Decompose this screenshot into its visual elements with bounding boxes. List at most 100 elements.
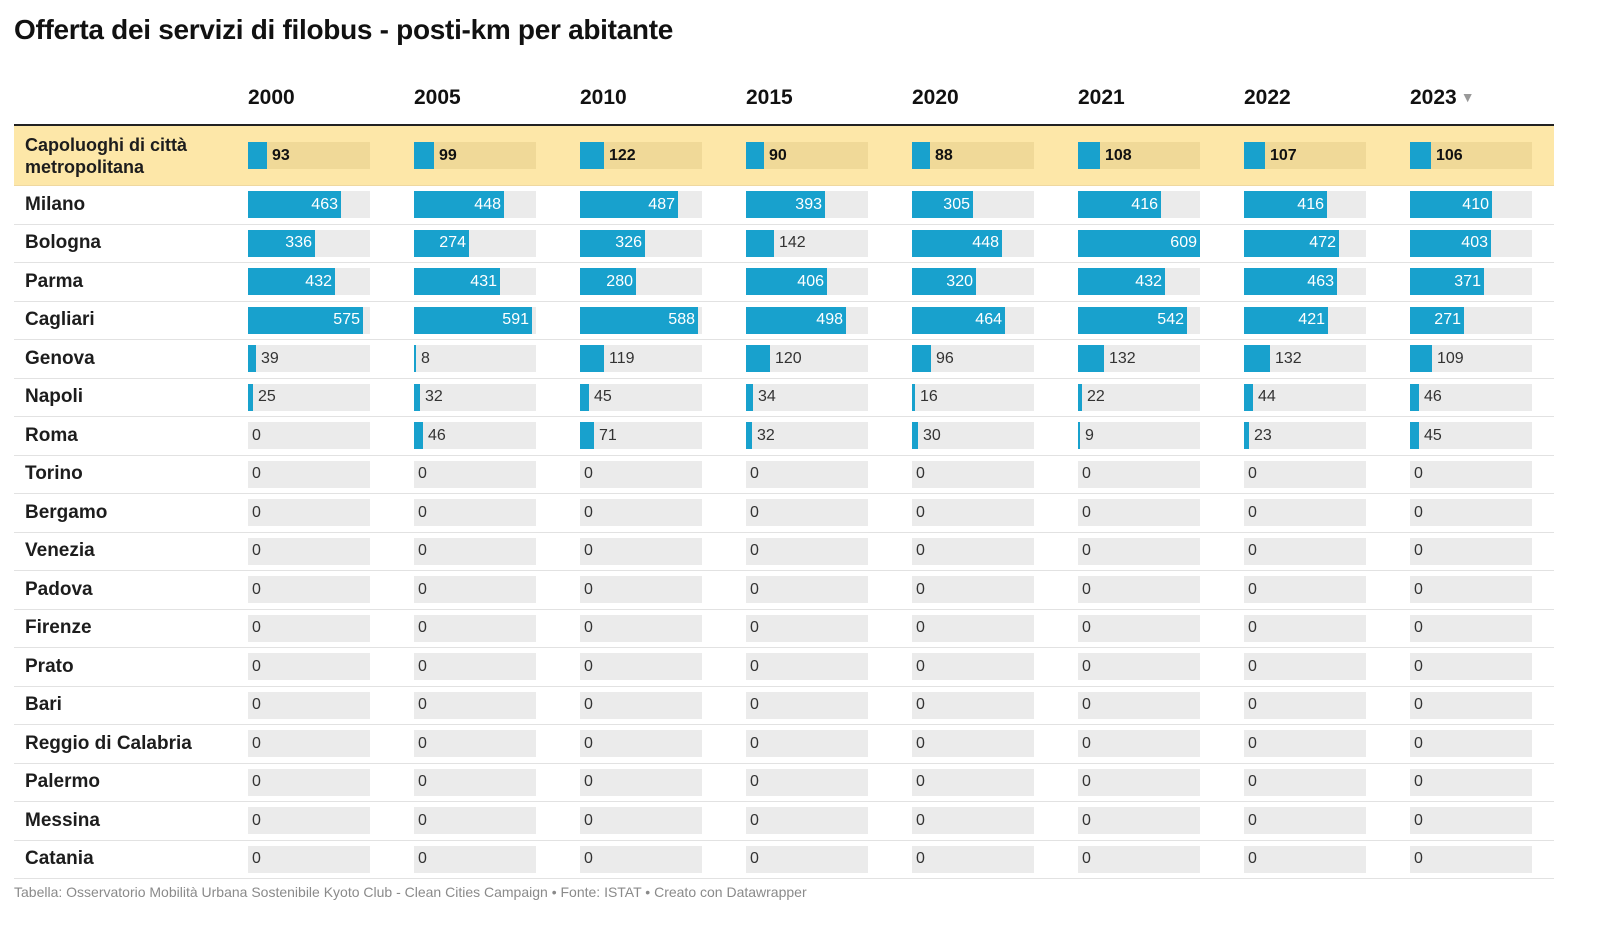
column-header-2005[interactable]: 2005 [414, 86, 461, 110]
row-label: Cagliari [25, 309, 95, 331]
bar-cell: 0 [1078, 499, 1200, 526]
bar-cell: 591 [414, 306, 536, 334]
value-label: 142 [779, 234, 806, 251]
value-label: 0 [916, 503, 925, 521]
bar [248, 229, 315, 257]
bar [248, 383, 253, 411]
row-label: Firenze [25, 617, 92, 639]
bar-cell: 16 [912, 383, 1034, 411]
bar [746, 345, 770, 372]
bar-cell: 0 [912, 730, 1034, 757]
bar-cell: 0 [1410, 845, 1532, 873]
column-header-label: 2015 [746, 86, 793, 109]
bar-cell: 0 [414, 499, 536, 526]
table-row: Messina 0 0 0 0 0 0 0 0 [14, 802, 1554, 841]
column-header-2015[interactable]: 2015 [746, 86, 793, 110]
value-label: 0 [1248, 773, 1257, 790]
sort-descending-icon[interactable]: ▼ [1460, 89, 1475, 105]
bar-cell: 0 [1078, 768, 1200, 796]
bar [580, 383, 589, 411]
bar-cell: 0 [414, 653, 536, 680]
bar [414, 229, 469, 257]
bar-cell: 0 [248, 614, 370, 642]
bar-cell: 0 [746, 537, 868, 565]
bar-cell: 575 [248, 306, 370, 334]
value-label: 45 [1424, 426, 1442, 444]
value-label: 588 [668, 311, 695, 328]
bar-cell: 44 [1244, 383, 1366, 411]
bar-cell: 0 [580, 768, 702, 796]
value-label: 421 [1298, 311, 1325, 328]
column-header-2022[interactable]: 2022 [1244, 86, 1291, 110]
bar-cell: 0 [414, 730, 536, 757]
value-label: 0 [252, 465, 261, 482]
row-label: Venezia [25, 540, 95, 562]
bar-cell: 588 [580, 306, 702, 334]
bar-cell: 99 [414, 142, 536, 169]
bar-cell: 416 [1078, 191, 1200, 218]
bar-cell: 0 [1410, 576, 1532, 603]
value-label: 93 [272, 146, 290, 164]
value-label: 0 [1414, 811, 1423, 829]
value-label: 107 [1270, 146, 1297, 164]
bar-cell: 498 [746, 306, 868, 334]
value-label: 0 [1248, 580, 1257, 598]
value-label: 71 [599, 426, 617, 444]
bar-cell: 0 [1410, 653, 1532, 680]
bar [1410, 229, 1491, 257]
bar-cell: 0 [1244, 730, 1366, 757]
table-body: Capoluoghi di città metropolitana 93 99 122… [14, 126, 1554, 879]
value-label: 0 [916, 657, 925, 675]
value-label: 30 [923, 426, 941, 444]
bar-cell: 0 [1078, 807, 1200, 834]
value-label: 0 [252, 811, 261, 829]
table-row: Napoli 25 32 45 34 16 22 44 46 [14, 379, 1554, 417]
value-label: 0 [252, 580, 261, 598]
bar [1078, 142, 1100, 169]
value-label: 0 [1248, 542, 1257, 559]
value-label: 464 [975, 311, 1002, 328]
bar-cell: 371 [1410, 268, 1532, 295]
bar-cell: 542 [1078, 306, 1200, 334]
bar-cell: 8 [414, 345, 536, 372]
value-label: 0 [1082, 811, 1091, 829]
bar-cell: 39 [248, 345, 370, 372]
value-label: 0 [418, 619, 427, 636]
value-label: 410 [1462, 195, 1489, 213]
bar-cell: 0 [248, 576, 370, 603]
bar-cell: 410 [1410, 191, 1532, 218]
column-header-2020[interactable]: 2020 [912, 86, 959, 110]
bar [1078, 422, 1080, 449]
table-row: Bergamo 0 0 0 0 0 0 0 0 [14, 494, 1554, 533]
column-header-2010[interactable]: 2010 [580, 86, 627, 110]
column-header-2023[interactable]: 2023 ▼ [1410, 86, 1475, 110]
bar-cell: 88 [912, 142, 1034, 169]
value-label: 0 [1414, 773, 1423, 790]
bar-cell: 0 [912, 845, 1034, 873]
bar-cell: 0 [248, 807, 370, 834]
value-label: 498 [816, 311, 843, 328]
bar-cell: 25 [248, 383, 370, 411]
column-header-2000[interactable]: 2000 [248, 86, 295, 110]
value-label: 0 [252, 657, 261, 675]
bar-cell: 0 [912, 691, 1034, 719]
value-label: 0 [252, 734, 261, 752]
bar [1078, 383, 1082, 411]
value-label: 0 [252, 619, 261, 636]
row-label: Padova [25, 578, 93, 600]
row-label: Napoli [25, 386, 84, 408]
bar-cell: 305 [912, 191, 1034, 218]
value-label: 0 [252, 850, 261, 867]
bar-cell: 0 [1244, 499, 1366, 526]
value-label: 0 [1082, 580, 1091, 598]
bar-cell: 0 [746, 807, 868, 834]
bar-cell: 0 [580, 537, 702, 565]
bar-cell: 0 [746, 499, 868, 526]
row-label: Genova [25, 347, 95, 369]
value-label: 393 [795, 195, 822, 213]
value-label: 0 [1082, 773, 1091, 790]
value-label: 0 [1082, 465, 1091, 482]
column-header-2021[interactable]: 2021 [1078, 86, 1125, 110]
bar-cell: 0 [248, 422, 370, 449]
value-label: 0 [1248, 657, 1257, 675]
